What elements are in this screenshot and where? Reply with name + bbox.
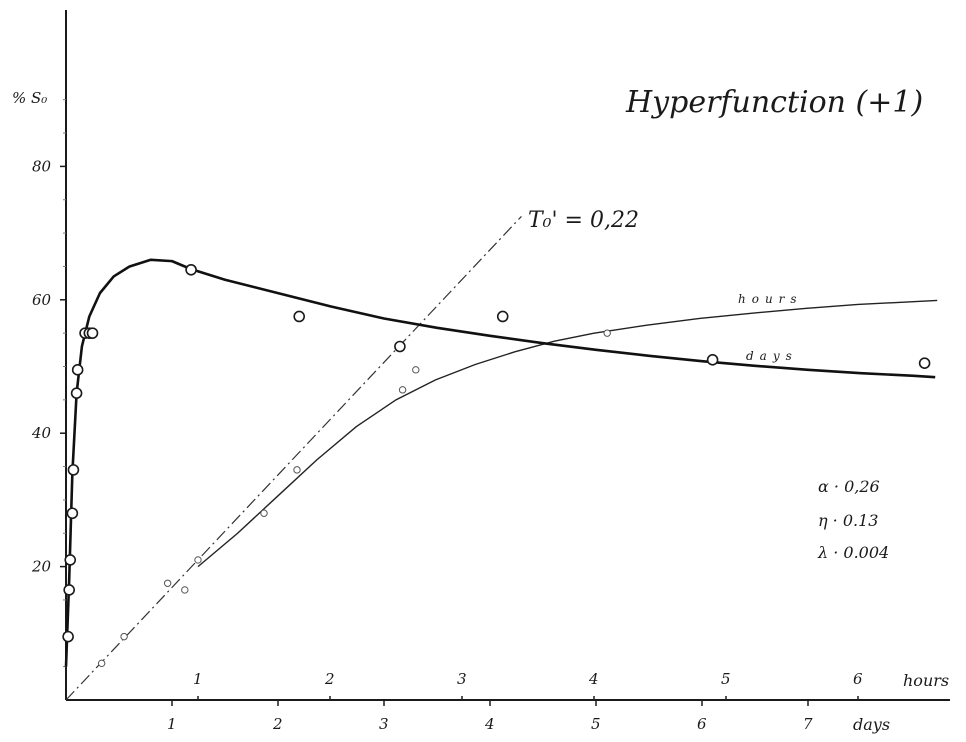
hours-point: [260, 509, 268, 517]
y-tick-label: 40: [31, 424, 52, 442]
days-point: [185, 263, 197, 276]
x-hour-tick-label: 2: [324, 670, 335, 688]
hours-point: [412, 366, 420, 374]
hours-point: [97, 659, 106, 668]
x-day-tick-label: 7: [803, 715, 813, 733]
days-point: [62, 630, 74, 643]
hours-point: [194, 556, 202, 564]
x-hour-tick-label: 1: [193, 670, 203, 688]
y-tick-label: 20: [31, 558, 52, 576]
y-tick-label: 60: [32, 291, 52, 309]
days-point: [86, 327, 99, 339]
days-point: [70, 387, 83, 399]
hours-point: [398, 386, 407, 394]
axes: [65, 10, 950, 701]
param-alpha: α · 0,26: [818, 477, 880, 496]
days-point: [706, 354, 719, 366]
x-hour-tick-label: 5: [721, 670, 731, 688]
hours-point: [293, 466, 301, 474]
chart-title: Hyperfunction (+1): [625, 85, 923, 120]
x-day-tick-label: 5: [591, 715, 601, 733]
days-point: [63, 584, 75, 596]
days-point: [394, 340, 406, 353]
x-top-unit-label: hours: [903, 671, 949, 690]
days-curve-label: days: [746, 349, 798, 363]
days-point: [71, 364, 84, 376]
hours-point: [603, 329, 611, 337]
y-axis-label: % S₀: [12, 89, 47, 107]
t0-tangent-line: [65, 216, 522, 701]
x-hour-tick-label: 4: [588, 670, 599, 688]
series-layer: [62, 216, 938, 701]
x-day-tick-label: 3: [379, 715, 389, 733]
hours-point: [163, 579, 172, 587]
param-lambda: λ · 0.004: [817, 543, 889, 562]
param-eta: η · 0.13: [818, 511, 878, 530]
x-hour-tick-label: 6: [853, 670, 863, 688]
t0-annotation: T₀' = 0,22: [528, 208, 639, 233]
x-day-tick-label: 1: [167, 715, 177, 733]
days-point: [293, 310, 306, 323]
hours-point: [181, 586, 189, 594]
x-ticks-days: 1 2 3 4 5 6 7: [167, 700, 813, 733]
hours-curve: [197, 299, 938, 568]
y-ticks: 20 40 60 80: [31, 99, 66, 668]
x-ticks-hours: 1 2 3 4 5 6: [193, 670, 863, 700]
x-day-tick-label: 4: [484, 715, 495, 733]
hours-point: [120, 632, 128, 641]
x-hour-tick-label: 3: [457, 670, 467, 688]
days-point: [66, 507, 79, 520]
x-bottom-unit-label: days: [853, 715, 890, 734]
days-point: [64, 554, 77, 566]
days-point: [67, 464, 80, 476]
hours-curve-label: hours: [738, 292, 803, 306]
x-day-tick-label: 6: [697, 715, 707, 733]
y-tick-label: 80: [32, 157, 52, 175]
x-day-tick-label: 2: [272, 715, 283, 733]
days-point: [496, 310, 509, 323]
days-point: [918, 357, 931, 369]
